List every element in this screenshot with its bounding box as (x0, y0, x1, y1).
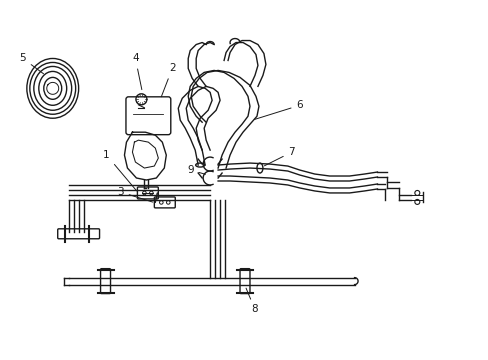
Text: 1: 1 (103, 150, 136, 191)
Text: 8: 8 (245, 288, 258, 315)
Text: 2: 2 (161, 63, 175, 97)
Text: 4: 4 (132, 54, 142, 90)
Text: 3: 3 (117, 187, 152, 202)
Text: 7: 7 (264, 147, 295, 166)
Text: 9: 9 (186, 165, 205, 175)
Text: 5: 5 (20, 54, 43, 74)
Text: 6: 6 (254, 100, 303, 120)
